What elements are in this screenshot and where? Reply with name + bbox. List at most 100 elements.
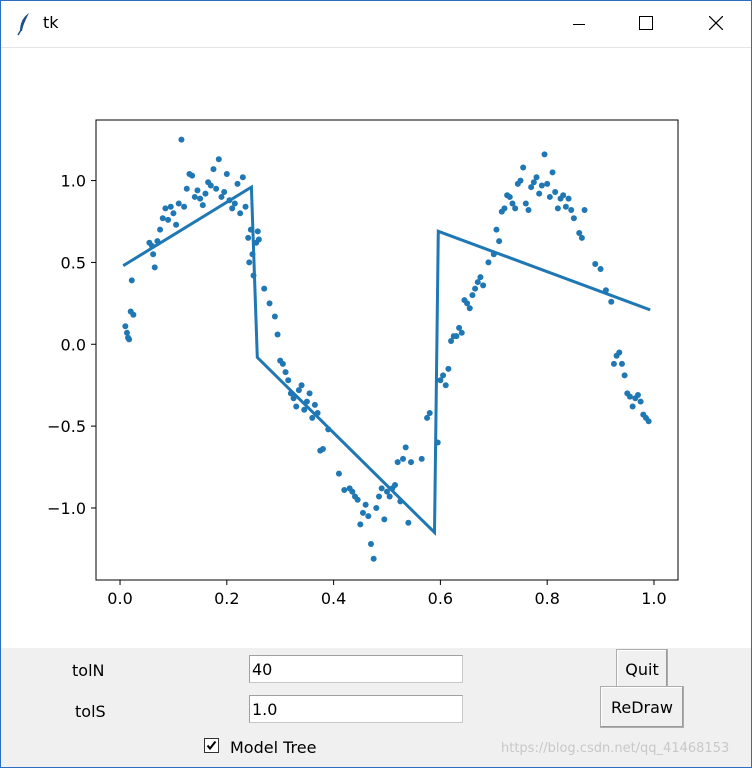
data-point [367, 540, 374, 547]
data-point [426, 410, 433, 417]
toln-label: tolN [72, 661, 105, 680]
data-point [221, 189, 228, 196]
data-point [392, 482, 399, 489]
model-tree-checkbox[interactable] [204, 738, 219, 753]
plot-canvas: 0.0 0.2 0.4 0.6 0.8 1.0 −1.0 −0.5 0.0 0.5 1.0 [1, 48, 751, 648]
y-tick-label: 0.0 [61, 335, 86, 354]
data-point [448, 337, 455, 344]
data-point [453, 333, 460, 340]
data-point [578, 234, 585, 241]
data-point [618, 360, 625, 367]
minimize-button[interactable] [556, 1, 602, 47]
x-tick-label: 0.8 [534, 589, 559, 608]
y-tick-label: −0.5 [47, 417, 86, 436]
data-point [400, 455, 407, 462]
x-tick-label: 0.4 [321, 589, 346, 608]
data-point [522, 200, 529, 207]
data-point [616, 349, 623, 356]
data-point [194, 187, 201, 194]
minimize-icon [573, 15, 585, 34]
data-point [309, 414, 316, 421]
data-point [560, 192, 567, 199]
data-point [274, 331, 281, 338]
tols-input[interactable] [249, 695, 463, 723]
data-point [150, 251, 157, 258]
data-point [359, 509, 366, 516]
data-point [506, 193, 513, 200]
title-bar: tk [1, 1, 751, 48]
data-point [466, 305, 473, 312]
data-point [424, 414, 431, 421]
y-tick-label: 0.5 [61, 253, 86, 272]
close-icon [708, 15, 724, 34]
data-point [520, 164, 527, 171]
data-point [597, 265, 604, 272]
data-point [159, 215, 166, 222]
data-point [266, 300, 273, 307]
watermark: https://blog.csdn.net/qq_41468153 [501, 741, 730, 756]
tols-label: tolS [75, 702, 106, 721]
data-point [295, 387, 302, 394]
quit-button[interactable]: Quit [616, 649, 668, 689]
data-point [546, 193, 553, 200]
data-point [552, 189, 559, 196]
data-point [349, 488, 356, 495]
x-tick-label: 1.0 [641, 589, 666, 608]
data-point [538, 182, 545, 189]
data-point [375, 493, 382, 500]
data-point [370, 555, 377, 562]
toln-input[interactable] [249, 655, 463, 683]
data-point [218, 193, 225, 200]
data-point [568, 207, 575, 214]
data-point [301, 406, 308, 413]
data-point [122, 323, 129, 330]
data-point [608, 298, 615, 305]
redraw-button[interactable]: ReDraw [600, 686, 684, 728]
model-tree-line [122, 184, 651, 537]
data-point [394, 459, 401, 466]
data-point [282, 369, 289, 376]
data-point [442, 382, 449, 389]
data-point [341, 486, 348, 493]
data-point [246, 259, 253, 266]
data-point [576, 229, 583, 236]
data-point [533, 174, 540, 181]
data-point [128, 277, 135, 284]
data-point [191, 193, 198, 200]
x-tick-label: 0.0 [107, 589, 132, 608]
data-point [437, 377, 444, 384]
data-point [231, 200, 238, 207]
data-point [165, 216, 172, 223]
maximize-button[interactable] [623, 1, 669, 47]
data-point [123, 329, 130, 336]
data-point [629, 403, 636, 410]
data-point [234, 180, 241, 187]
data-point [530, 179, 537, 186]
data-point [472, 285, 479, 292]
data-point [239, 174, 246, 181]
data-point [178, 136, 185, 143]
data-point [477, 274, 484, 281]
data-point [335, 470, 342, 477]
data-point [637, 398, 644, 405]
data-point [634, 392, 641, 399]
data-point [167, 203, 174, 210]
data-point [210, 166, 217, 173]
close-button[interactable] [693, 1, 739, 47]
data-point [311, 401, 318, 408]
data-point [626, 393, 633, 400]
data-point [592, 261, 599, 268]
data-point [496, 238, 503, 245]
data-point [458, 329, 465, 336]
data-point [261, 285, 268, 292]
data-point [570, 215, 577, 222]
data-point [562, 203, 569, 210]
data-point [213, 185, 220, 192]
data-point [162, 205, 169, 212]
data-point [517, 177, 524, 184]
data-point [170, 210, 177, 217]
data-point [408, 459, 415, 466]
data-point [645, 418, 652, 425]
data-point [610, 360, 617, 367]
data-point [255, 236, 262, 243]
